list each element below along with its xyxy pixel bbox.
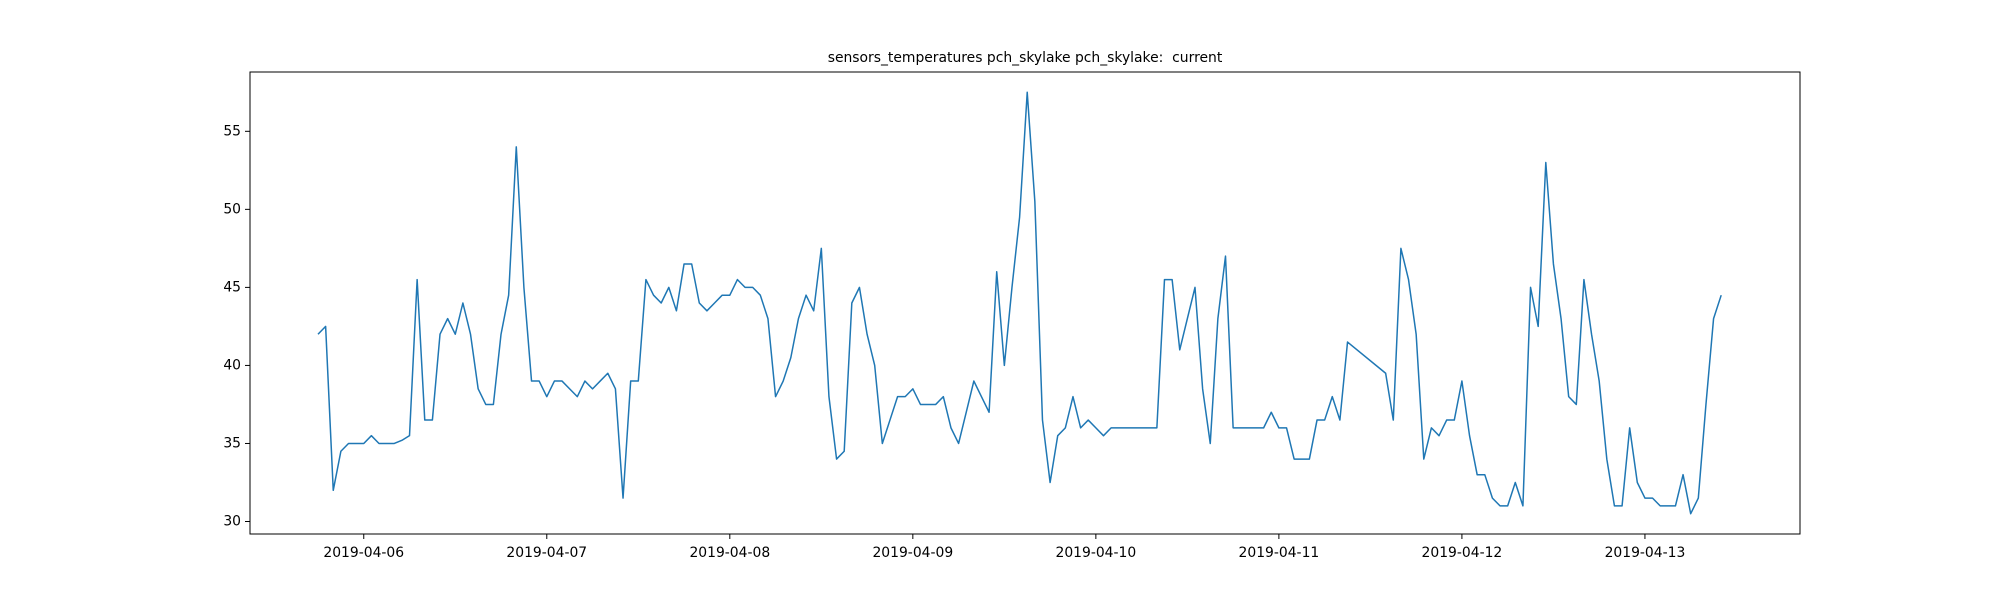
chart-title: sensors_temperatures pch_skylake pch_sky… — [828, 50, 1223, 66]
y-tick-label: 40 — [223, 357, 241, 373]
x-tick-label: 2019-04-07 — [506, 545, 587, 561]
data-line — [317, 91, 1722, 515]
y-tick-label: 45 — [223, 279, 241, 295]
x-tick-label: 2019-04-11 — [1239, 545, 1320, 561]
y-tick-label: 50 — [223, 201, 241, 217]
y-tick-label: 55 — [223, 123, 241, 139]
x-tick-label: 2019-04-10 — [1055, 545, 1136, 561]
x-tick-label: 2019-04-13 — [1605, 545, 1686, 561]
x-tick-label: 2019-04-12 — [1422, 545, 1503, 561]
y-tick-label: 30 — [223, 514, 241, 530]
y-tick-label: 35 — [223, 435, 241, 451]
x-tick-label: 2019-04-09 — [872, 545, 953, 561]
axes-frame — [249, 71, 1801, 535]
x-tick-label: 2019-04-06 — [323, 545, 404, 561]
x-tick-label: 2019-04-08 — [689, 545, 770, 561]
